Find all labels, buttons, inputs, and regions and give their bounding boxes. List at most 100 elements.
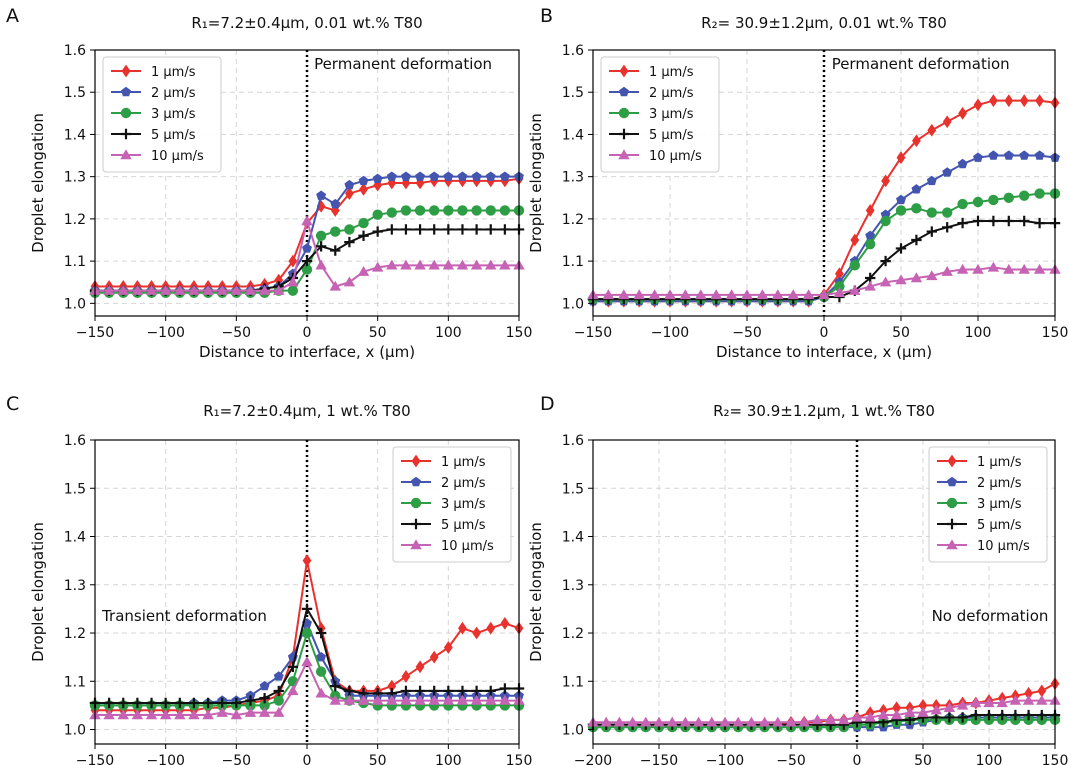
data-point [315,230,327,241]
chart-panel-c: C R₁=7.2±0.4μm, 1 wt.% T80 −150 −100 −50 0 50 1… [6,393,532,765]
x-tick-label: 0 [303,753,312,765]
data-point [103,697,115,709]
data-point [259,680,270,691]
data-point [896,151,906,165]
data-point [1019,94,1029,108]
data-point [926,175,937,186]
legend-label: 1 μm/s [977,455,1022,470]
y-tick-label: 1.0 [64,296,86,312]
data-point [159,284,172,295]
data-point [499,224,511,235]
data-point [245,695,256,706]
data-point [1023,709,1034,721]
y-tick-label: 1.6 [562,43,584,59]
data-point [471,224,482,235]
legend-marker [411,476,421,487]
data-point [357,265,370,276]
x-tick-label: 0 [303,325,312,341]
legend-marker [619,64,629,78]
y-tick-label: 1.5 [562,481,584,497]
legend-label: 2 μm/s [151,86,196,101]
x-tick-label: 100 [435,325,462,341]
legend-box [600,56,720,173]
legend-marker [618,128,630,140]
y-tick-label: 1.4 [64,530,86,546]
data-point [1004,94,1014,108]
data-point [358,230,369,241]
chart-panel-b: B R₂= 30.9±1.2μm, 0.01 wt.% T80 −150 −100 −5… [527,5,1068,361]
data-point [1022,694,1035,705]
legend: 1 μm/s 2 μm/s 3 μm/s 5 μm/s 10 μm/s [102,56,222,173]
data-point [499,205,511,216]
data-point [666,716,678,727]
legend-label: 5 μm/s [977,518,1022,533]
data-point [330,198,341,209]
data-point [202,709,214,720]
legend-label: 2 μm/s [649,86,694,101]
chart-title: R₁=7.2±0.4μm, 1 wt.% T80 [203,402,410,420]
x-tick-label: 150 [1042,325,1069,341]
data-point [486,621,496,635]
data-point [287,285,299,296]
data-point [890,709,903,720]
data-point [188,284,200,295]
data-point [719,716,731,727]
data-point [626,716,639,727]
data-point [896,194,906,205]
panel-letter: D [540,393,555,415]
data-point [103,284,115,295]
data-point [443,224,454,235]
data-point [117,709,129,720]
data-point [864,711,876,722]
x-tick-label: −100 [706,753,744,765]
data-point [485,224,496,235]
data-point [429,224,440,235]
data-point [259,692,270,704]
data-point [824,714,837,725]
data-point [942,222,953,233]
y-tick-label: 1.1 [64,254,86,270]
data-point [983,709,995,721]
chart-title: R₂= 30.9±1.2μm, 1 wt.% T80 [713,402,935,420]
data-point [131,284,144,295]
data-point [785,716,797,727]
data-point [1003,192,1014,203]
x-tick-label: 100 [976,753,1003,765]
legend-label: 1 μm/s [151,65,196,80]
data-point [414,205,426,216]
data-point [343,694,356,705]
data-point [428,694,440,705]
y-tick-label: 1.5 [562,85,584,101]
data-point [983,697,995,708]
y-tick-label: 1.5 [64,85,86,101]
y-tick-label: 1.2 [562,212,584,228]
data-point [972,263,984,274]
data-point [372,173,383,183]
legend-marker [618,107,630,119]
data-point [301,255,313,267]
data-point [302,554,312,568]
y-tick-label: 1.2 [64,212,86,228]
data-point [400,205,412,216]
data-point [117,284,129,295]
data-point [273,695,284,706]
x-tick-label: 0 [853,753,862,765]
data-point [315,627,327,639]
data-point [1018,190,1030,201]
legend-label: 1 μm/s [441,455,486,470]
data-point [401,670,411,683]
data-point [202,284,214,295]
data-point [1018,263,1030,274]
y-tick-label: 1.6 [64,433,86,449]
x-tick-label: 50 [369,753,387,765]
x-tick-label: −100 [651,325,689,341]
data-point [1019,150,1030,160]
legend: 1 μm/s 2 μm/s 3 μm/s 5 μm/s 10 μm/s [600,56,720,173]
data-point [987,261,1000,272]
data-point [287,276,299,287]
x-tick-label: 100 [965,325,992,341]
data-point [174,709,186,720]
legend-label: 2 μm/s [977,476,1022,491]
data-point [330,204,340,217]
data-point [359,182,368,196]
